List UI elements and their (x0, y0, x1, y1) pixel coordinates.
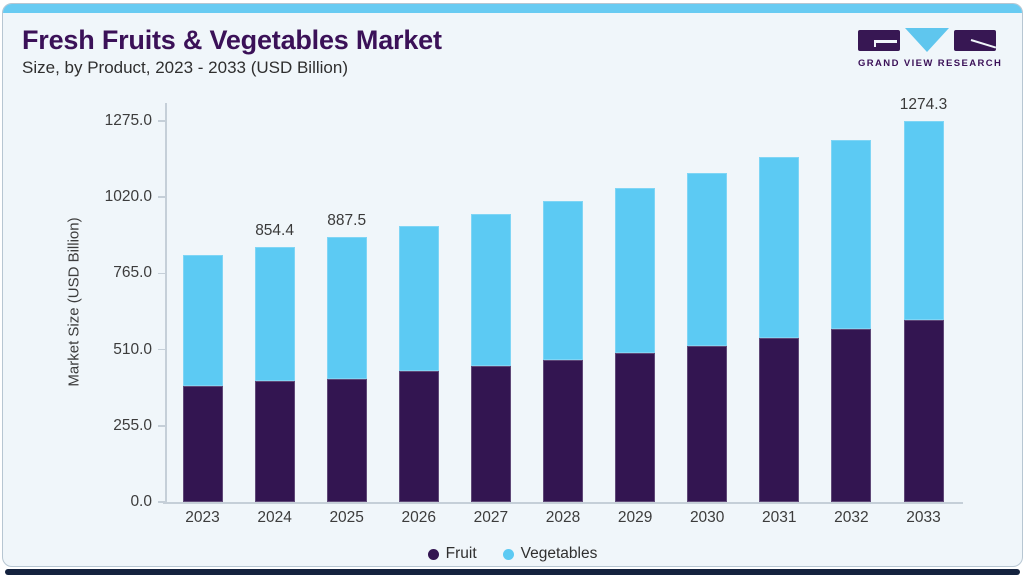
x-tick-label-2033: 2033 (906, 509, 941, 526)
legend-item-vegetables: Vegetables (502, 545, 598, 563)
v-triangle-icon (905, 28, 949, 52)
gvr-logo-marks (858, 28, 996, 52)
bar-segment-fruit-2029 (615, 353, 656, 502)
bar-segment-fruit-2030 (687, 345, 728, 502)
y-axis-title: Market Size (USD Billion) (65, 217, 83, 387)
x-tick-label-2027: 2027 (473, 509, 509, 526)
bar-segment-fruit-2027 (470, 366, 511, 502)
bar-segment-fruit-2031 (759, 337, 800, 502)
legend-label: Fruit (445, 545, 477, 562)
bar-segment-vegetables-2028 (543, 201, 583, 361)
y-tick (158, 501, 165, 503)
bar-segment-vegetables-2033 (903, 121, 944, 320)
legend-label: Vegetables (520, 545, 598, 562)
page-subtitle: Size, by Product, 2023 - 2033 (USD Billi… (22, 58, 348, 77)
bar-segment-vegetables-2029 (615, 187, 656, 354)
bar-segment-vegetables-2030 (687, 172, 728, 346)
data-label-2024: 854.4 (255, 221, 294, 239)
x-tick-label-2029: 2029 (617, 509, 653, 526)
logo-wordmark: GRAND VIEW RESEARCH (858, 58, 1003, 69)
grand-view-research-logo: GRAND VIEW RESEARCH (858, 28, 1003, 69)
y-tick (158, 120, 165, 122)
y-tick (158, 425, 165, 427)
bar-segment-fruit-2032 (831, 328, 872, 502)
g-block-icon (858, 29, 900, 51)
bar-segment-fruit-2033 (903, 319, 944, 502)
bar-segment-vegetables-2026 (398, 226, 439, 372)
y-tick-label: 0.0 (130, 493, 152, 510)
x-tick-label-2026: 2026 (401, 509, 437, 526)
y-tick-label: 765.0 (113, 264, 152, 282)
bar-segment-fruit-2025 (326, 378, 367, 502)
x-tick-label-2032: 2032 (834, 509, 869, 526)
y-tick (158, 196, 165, 198)
plot-area: Market Size (USD Billion) 0.0 255.0 510.0 7… (66, 96, 963, 526)
bar-segment-vegetables-2023 (182, 255, 223, 387)
bar-segment-vegetables-2031 (759, 157, 800, 338)
y-tick (158, 348, 165, 351)
legend-swatch-icon (427, 548, 439, 560)
x-tick-label-2028: 2028 (545, 509, 581, 526)
bar-segment-vegetables-2025 (326, 236, 367, 379)
x-tick-label-2030: 2030 (689, 509, 725, 526)
r-block-icon (954, 29, 996, 51)
bar-segment-vegetables-2027 (470, 213, 511, 367)
y-axis-line (165, 103, 167, 502)
x-tick-label-2031: 2031 (762, 509, 797, 526)
top-accent-strip (3, 4, 1022, 13)
bar-segment-vegetables-2032 (831, 140, 872, 329)
x-tick-label-2024: 2024 (257, 509, 292, 526)
x-tick-label-2025: 2025 (329, 509, 364, 526)
legend: Fruit Vegetables (0, 545, 1025, 563)
x-axis-line (163, 502, 963, 504)
x-tick-label-2023: 2023 (185, 509, 220, 526)
bar-segment-fruit-2028 (543, 360, 583, 502)
y-tick-label: 510.0 (113, 340, 152, 358)
bar-segment-fruit-2024 (254, 381, 295, 502)
legend-swatch-icon (502, 548, 514, 560)
y-tick-label: 255.0 (113, 416, 152, 434)
y-tick (158, 272, 165, 275)
y-tick-label: 1020.0 (104, 188, 152, 206)
page-title: Fresh Fruits & Vegetables Market (22, 25, 442, 55)
legend-item-fruit: Fruit (427, 545, 477, 563)
footer-accent-bar (5, 569, 1020, 575)
bar-segment-fruit-2023 (182, 386, 223, 502)
bar-segment-fruit-2026 (398, 371, 439, 502)
bar-segment-vegetables-2024 (254, 246, 295, 382)
data-label-2025: 887.5 (327, 211, 367, 229)
y-tick-label: 1275.0 (104, 111, 152, 129)
data-label-2033: 1274.3 (899, 96, 948, 114)
